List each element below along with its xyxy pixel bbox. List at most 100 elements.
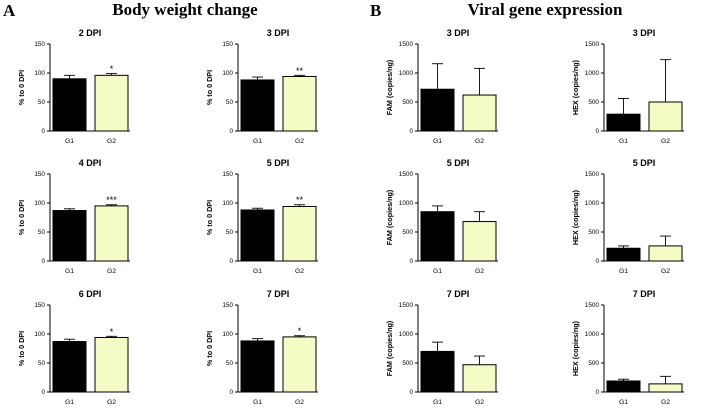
chart-8: 3 DPI HEX (copies/ng) 0 500 1000 1500 G1 G2	[571, 28, 684, 145]
chart-10: 5 DPI HEX (copies/ng) 0 500 1000 1500 G1 G2	[571, 158, 684, 275]
chart-2: 3 DPI % to 0 DPI 0 50 100 150 G1 ** G2	[205, 28, 318, 145]
y-tick-label: 0	[229, 389, 233, 396]
bar-g1	[606, 380, 641, 393]
y-tick-label: 0	[229, 128, 233, 135]
bar-g1	[52, 341, 87, 393]
chart-title: 6 DPI	[79, 289, 102, 299]
y-tick-label: 150	[34, 41, 45, 48]
bar-g2	[462, 94, 497, 132]
chart-11: 7 DPI FAM (copies/ng) 0 500 1000 1500 G1 G2	[385, 289, 498, 406]
y-tick-label: 0	[41, 258, 45, 265]
y-tick-label: 1500	[585, 41, 600, 48]
y-tick-label: 1500	[399, 302, 414, 309]
y-tick-label: 0	[229, 258, 233, 265]
y-tick-label: 500	[588, 99, 599, 106]
chart-title: 7 DPI	[633, 289, 656, 299]
chart-title: 4 DPI	[79, 158, 102, 168]
bar-g2	[282, 336, 317, 393]
bar-g1	[420, 88, 455, 132]
y-axis-label: % to 0 DPI	[17, 70, 26, 105]
chart-title: 7 DPI	[447, 289, 470, 299]
bar-g2	[648, 245, 683, 262]
y-tick-label: 50	[38, 99, 46, 106]
y-tick-label: 1000	[585, 331, 600, 338]
y-tick-label: 0	[409, 258, 413, 265]
y-tick-label: 1500	[399, 41, 414, 48]
chart-title: 5 DPI	[633, 158, 656, 168]
chart-title: 5 DPI	[447, 158, 470, 168]
charts-group: 2 DPI % to 0 DPI 0 50 100 150 G1 * G2 3 DPI % to 0…	[17, 28, 684, 406]
x-category-label: G1	[253, 268, 262, 275]
bar-g1	[52, 210, 87, 262]
significance-label: *	[110, 64, 114, 74]
bar-g2	[462, 221, 497, 262]
y-tick-label: 0	[409, 128, 413, 135]
panel-a-letter: A	[3, 1, 16, 20]
x-category-label: G2	[661, 399, 670, 406]
y-tick-label: 1000	[399, 200, 414, 207]
y-tick-label: 0	[595, 128, 599, 135]
significance-label: *	[110, 327, 114, 337]
y-tick-label: 500	[402, 360, 413, 367]
x-category-label: G2	[661, 268, 670, 275]
y-axis-label: FAM (copies/ng)	[385, 189, 394, 245]
y-tick-label: 1000	[399, 70, 414, 77]
bar-g2	[94, 74, 129, 132]
chart-title: 7 DPI	[267, 289, 290, 299]
y-tick-label: 100	[222, 70, 233, 77]
y-tick-label: 100	[34, 70, 45, 77]
y-tick-label: 0	[409, 389, 413, 396]
x-category-label: G2	[475, 399, 484, 406]
bar-g2	[648, 383, 683, 393]
y-tick-label: 100	[34, 331, 45, 338]
significance-label: **	[296, 66, 304, 76]
x-category-label: G1	[65, 399, 74, 406]
x-category-label: G1	[433, 399, 442, 406]
x-category-label: G1	[253, 399, 262, 406]
y-tick-label: 1000	[585, 200, 600, 207]
y-tick-label: 150	[222, 302, 233, 309]
chart-title: 5 DPI	[267, 158, 290, 168]
y-axis-label: HEX (copies/ng)	[571, 320, 580, 376]
y-tick-label: 1500	[585, 302, 600, 309]
bar-g2	[282, 205, 317, 262]
y-tick-label: 50	[38, 229, 46, 236]
panel-b-title: Viral gene expression	[468, 0, 623, 19]
y-axis-label: HEX (copies/ng)	[571, 189, 580, 245]
x-category-label: G2	[661, 138, 670, 145]
bar-g1	[420, 350, 455, 393]
bar-g2	[94, 205, 129, 262]
x-category-label: G2	[295, 399, 304, 406]
x-category-label: G2	[107, 268, 116, 275]
y-tick-label: 500	[588, 229, 599, 236]
x-category-label: G1	[619, 268, 628, 275]
y-tick-label: 0	[41, 128, 45, 135]
bar-g1	[240, 79, 275, 132]
chart-title: 3 DPI	[267, 28, 290, 38]
bar-g2	[648, 101, 683, 132]
panel-a-title: Body weight change	[112, 0, 258, 19]
y-tick-label: 0	[595, 389, 599, 396]
significance-label: **	[296, 195, 304, 205]
bar-g1	[606, 113, 641, 132]
panel-b-letter: B	[370, 1, 381, 20]
x-category-label: G2	[295, 268, 304, 275]
bar-g2	[94, 336, 129, 393]
chart-5: 6 DPI % to 0 DPI 0 50 100 150 G1 * G2	[17, 289, 130, 406]
bar-g2	[282, 75, 317, 132]
y-axis-label: FAM (copies/ng)	[385, 59, 394, 115]
bar-g1	[52, 78, 87, 132]
x-category-label: G2	[295, 138, 304, 145]
chart-12: 7 DPI HEX (copies/ng) 0 500 1000 1500 G1 G2	[571, 289, 684, 406]
y-tick-label: 150	[34, 302, 45, 309]
y-tick-label: 1500	[585, 171, 600, 178]
y-axis-label: % to 0 DPI	[17, 200, 26, 235]
x-category-label: G2	[475, 268, 484, 275]
y-tick-label: 100	[222, 331, 233, 338]
significance-label: *	[298, 326, 302, 336]
chart-4: 5 DPI % to 0 DPI 0 50 100 150 G1 ** G2	[205, 158, 318, 275]
y-axis-label: % to 0 DPI	[205, 200, 214, 235]
y-tick-label: 500	[402, 229, 413, 236]
y-tick-label: 1500	[399, 171, 414, 178]
chart-title: 3 DPI	[447, 28, 470, 38]
